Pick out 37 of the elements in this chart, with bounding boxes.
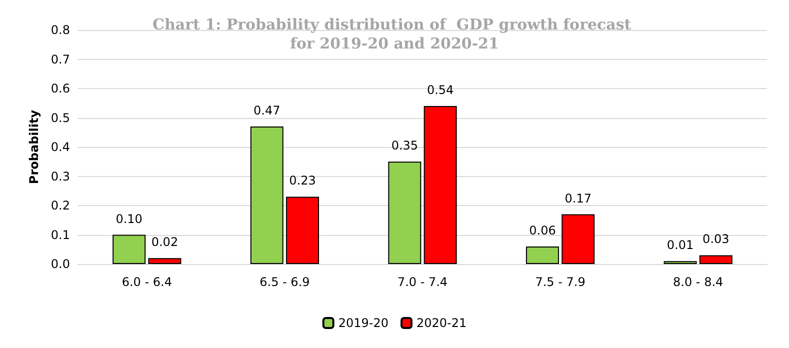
data-label: 0.17 bbox=[564, 191, 592, 206]
bar bbox=[388, 162, 422, 264]
legend-label: 2020-21 bbox=[416, 316, 467, 330]
y-tick-label: 0.3 bbox=[50, 169, 70, 184]
data-label: 0.01 bbox=[666, 238, 694, 252]
x-tick-label: 7.5 - 7.9 bbox=[535, 275, 586, 289]
y-tick-label: 0.4 bbox=[50, 140, 70, 154]
data-label: 0.47 bbox=[254, 104, 280, 118]
x-tick-label: 8.0 - 8.4 bbox=[673, 275, 724, 289]
y-axis-title: Probability bbox=[27, 110, 41, 184]
y-tick-label: 0.1 bbox=[50, 228, 70, 242]
x-tick-label: 6.5 - 6.9 bbox=[260, 275, 310, 289]
bar bbox=[424, 106, 457, 264]
bar bbox=[250, 126, 284, 264]
x-tick-label: 7.0 - 7.4 bbox=[397, 275, 448, 289]
chart-title: Chart 1: Probability distribution of GDP growth forecast for 2019-20 and 2020-21 bbox=[152, 16, 636, 52]
y-tick-label: 0.8 bbox=[50, 23, 70, 37]
data-label: 0.10 bbox=[116, 212, 142, 226]
data-label: 0.06 bbox=[529, 223, 556, 238]
y-tick-label: 0.0 bbox=[50, 257, 70, 271]
bar bbox=[148, 258, 182, 264]
y-tick-label: 0.5 bbox=[50, 110, 70, 125]
bar bbox=[112, 234, 146, 264]
data-label: 0.54 bbox=[426, 83, 454, 98]
data-label: 0.35 bbox=[391, 138, 418, 153]
y-tick-label: 0.2 bbox=[50, 198, 70, 212]
x-tick-label: 6.0 - 6.4 bbox=[122, 275, 172, 289]
y-tick-label: 0.7 bbox=[50, 52, 70, 66]
bar bbox=[286, 196, 320, 264]
data-label: 0.23 bbox=[289, 174, 316, 188]
data-label: 0.03 bbox=[702, 232, 730, 246]
y-tick-label: 0.6 bbox=[50, 82, 70, 96]
bar bbox=[526, 246, 559, 264]
legend-label: 2019-20 bbox=[338, 316, 388, 330]
data-label: 0.02 bbox=[151, 235, 178, 250]
bar bbox=[562, 214, 595, 264]
bar bbox=[699, 255, 732, 264]
